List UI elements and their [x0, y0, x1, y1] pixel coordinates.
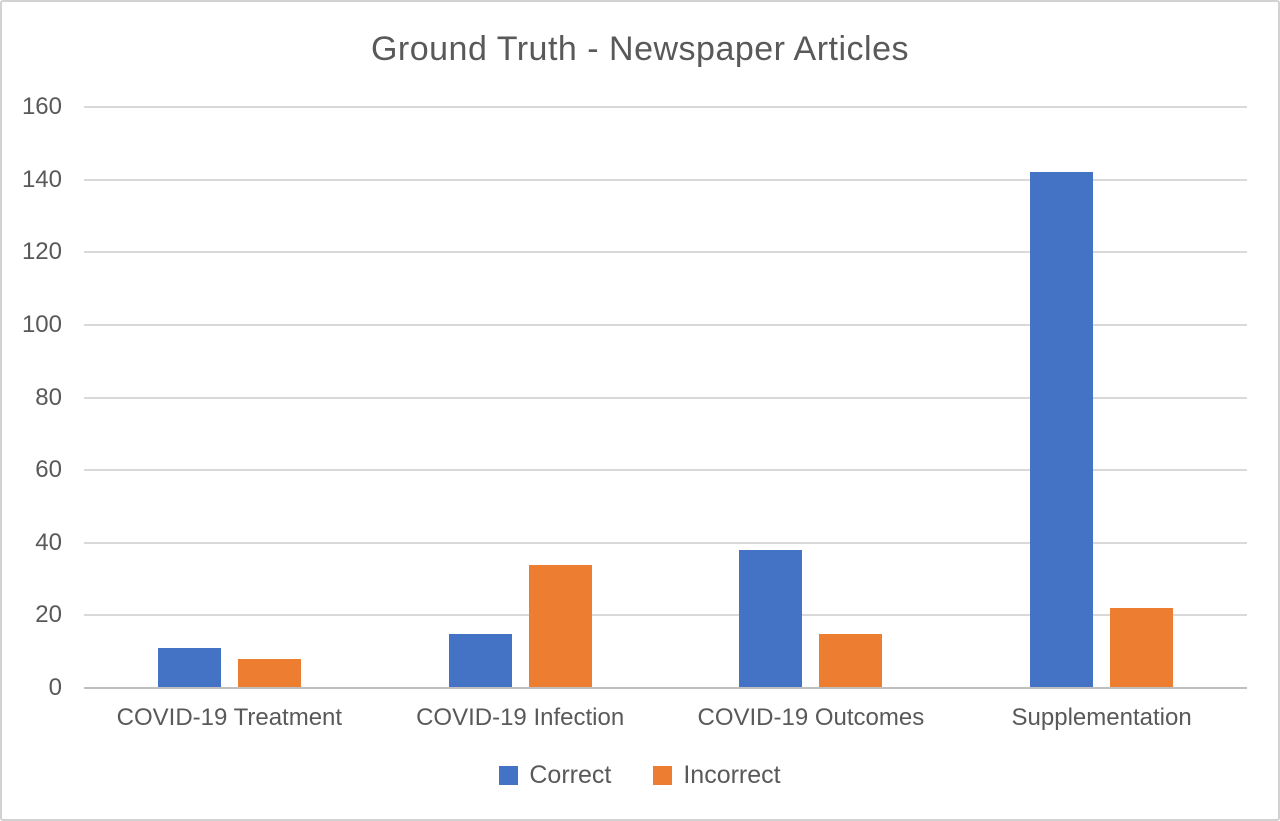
- y-tick-label-140: 140: [21, 165, 62, 193]
- gridline-160: [84, 106, 1247, 108]
- bar-correct-covid-19-outcomes: [739, 550, 803, 688]
- legend-swatch-icon-incorrect: [653, 766, 673, 785]
- bar-correct-covid-19-treatment: [157, 648, 221, 688]
- y-axis-labels: 0 20 40 60 80 100 120 140 160: [2, 95, 62, 700]
- y-tick-label-160: 160: [21, 93, 62, 120]
- x-category-label-covid-19-treatment: COVID-19 Treatment: [116, 704, 343, 731]
- gridline-80: [84, 396, 1247, 399]
- plot-area: [84, 106, 1247, 689]
- legend-item-incorrect: Incorrect: [653, 761, 781, 789]
- x-category-label-covid-19-outcomes: COVID-19 Outcomes: [697, 704, 925, 731]
- legend-item-correct: Correct: [499, 763, 611, 788]
- x-axis-line: [84, 687, 1247, 689]
- bar-group-supplementation: [956, 107, 1247, 688]
- x-category-label-supplementation: Supplementation: [1011, 704, 1192, 731]
- bar-group-covid-19-treatment: [84, 107, 375, 688]
- y-tick-label-120: 120: [21, 238, 62, 266]
- legend: Correct Incorrect: [2, 763, 1278, 788]
- y-tick-label-20: 20: [35, 601, 62, 629]
- bar-incorrect-covid-19-infection: [528, 564, 592, 688]
- y-tick-label-100: 100: [21, 310, 62, 338]
- gridline-60: [84, 469, 1247, 472]
- x-category-label-covid-19-infection: COVID-19 Infection: [416, 704, 625, 731]
- bar-incorrect-supplementation: [1110, 608, 1174, 688]
- gridline-100: [84, 323, 1247, 326]
- bar-incorrect-covid-19-outcomes: [819, 633, 883, 688]
- bar-incorrect-covid-19-treatment: [237, 658, 301, 688]
- legend-label-correct: Correct: [529, 761, 612, 789]
- bar-group-covid-19-infection: [375, 107, 666, 688]
- chart-title: Ground Truth - Newspaper Articles: [370, 30, 910, 68]
- x-axis-labels: COVID-19 Treatment COVID-19 Infection COVI…: [84, 701, 1247, 735]
- gridline-20: [84, 614, 1247, 617]
- bar-correct-covid-19-infection: [448, 633, 512, 688]
- gridline-140: [84, 178, 1247, 181]
- bar-groups: [84, 107, 1247, 688]
- y-tick-label-40: 40: [35, 528, 62, 556]
- legend-swatch-icon-correct: [499, 766, 519, 785]
- bar-correct-supplementation: [1030, 172, 1094, 688]
- bar-group-covid-19-outcomes: [666, 107, 957, 688]
- gridline-40: [84, 541, 1247, 544]
- gridline-120: [84, 251, 1247, 254]
- y-tick-label-60: 60: [35, 456, 62, 484]
- y-tick-label-80: 80: [35, 383, 62, 411]
- y-tick-label-0: 0: [48, 674, 62, 701]
- legend-label-incorrect: Incorrect: [683, 761, 781, 789]
